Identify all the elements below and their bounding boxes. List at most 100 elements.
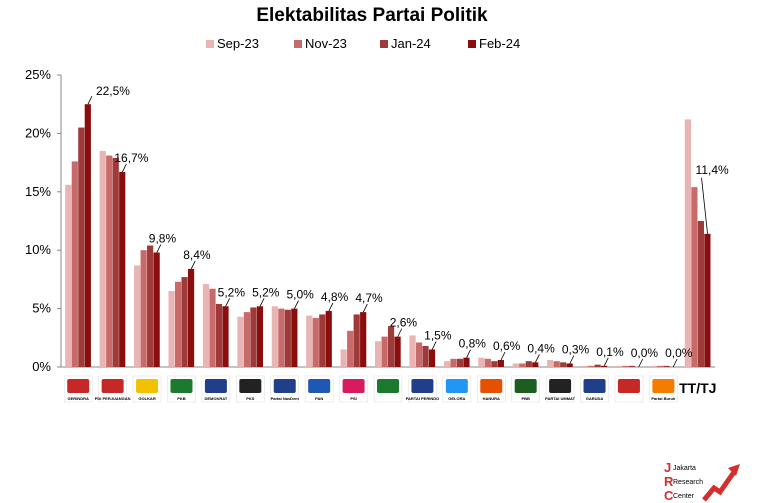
bar	[215, 303, 223, 367]
logo-emblem	[342, 379, 365, 393]
bar	[663, 365, 670, 367]
bar	[547, 359, 554, 367]
party-logo-icon: PBB	[511, 375, 540, 403]
bar	[78, 127, 85, 367]
logo-caption: PSI	[350, 396, 356, 401]
bar	[628, 365, 636, 367]
data-label: 0,6%	[493, 339, 521, 353]
data-label: 4,8%	[321, 290, 349, 304]
data-label: 9,8%	[149, 232, 177, 246]
logo-caption: PARTAI UMMAT	[545, 396, 576, 401]
data-label: 16,7%	[114, 151, 148, 165]
bars	[65, 104, 711, 367]
bar	[422, 345, 429, 367]
bar	[512, 363, 519, 367]
bar	[256, 306, 264, 367]
data-label: 2,6%	[390, 316, 418, 330]
party-logos: GERINDRA PDI PERJUANGAN GOLKAR PKB DEMOKRAT P…	[63, 375, 716, 403]
bar	[478, 357, 485, 367]
bar	[347, 330, 354, 367]
legend-label: Jan-24	[391, 36, 431, 51]
leader-line	[397, 328, 403, 337]
bar	[187, 268, 195, 367]
leader-line	[569, 355, 575, 364]
logo-emblem	[514, 379, 537, 393]
logo-emblem	[583, 379, 606, 393]
bar	[415, 342, 423, 367]
bar	[381, 336, 388, 367]
party-logo-icon: PDI PERJUANGAN	[95, 375, 131, 403]
leader-line	[701, 177, 708, 234]
bar	[684, 119, 691, 367]
data-labels: 22,5% 16,7% 9,8% 8,4% 5,2% 5,2% 5,0% 4,8% 4,7% 2,…	[87, 84, 729, 368]
bar	[174, 281, 182, 367]
bar	[497, 359, 504, 367]
bar	[409, 335, 416, 367]
bar	[704, 233, 711, 367]
logo-emblem	[101, 379, 124, 393]
bar	[443, 361, 451, 367]
y-tick-label: 0%	[32, 359, 51, 374]
data-label: 1,5%	[424, 328, 452, 342]
bar	[656, 365, 664, 367]
bar	[147, 245, 154, 367]
category-label-tt-tj: TT/TJ	[679, 380, 716, 396]
leader-line	[156, 244, 162, 253]
bar	[134, 265, 141, 367]
logo-emblem	[204, 379, 227, 393]
bar	[140, 250, 147, 367]
bar	[71, 161, 78, 367]
bar	[491, 361, 498, 367]
bar	[525, 361, 532, 367]
leader-line	[259, 298, 265, 307]
jrc-word-center: Center	[673, 493, 695, 500]
logo-emblem	[377, 379, 399, 393]
jrc-letter-r: R	[664, 474, 674, 489]
bar	[581, 365, 588, 367]
y-tick-label: 5%	[32, 301, 51, 316]
bar	[697, 221, 704, 367]
data-label: 11,4%	[696, 163, 729, 177]
y-tick-label: 25%	[25, 67, 51, 82]
leader-line	[431, 341, 437, 350]
logo-emblem	[652, 379, 675, 393]
bar	[560, 362, 567, 367]
data-label: 5,2%	[218, 285, 246, 299]
bar	[456, 358, 464, 367]
data-label: 0,8%	[459, 337, 487, 351]
logo-caption: PDI PERJUANGAN	[95, 396, 131, 401]
logo-emblem	[411, 379, 434, 393]
party-logo-icon: PARTAI PERINDO	[406, 375, 440, 403]
bar	[691, 187, 698, 367]
bar	[360, 312, 367, 367]
leader-line	[466, 349, 471, 358]
party-logo-icon	[614, 375, 644, 403]
bar	[202, 284, 210, 367]
party-logo-icon: Partai Buruh	[649, 375, 678, 403]
party-logo-icon: PSI	[339, 375, 368, 403]
party-logo-icon: GOLKAR	[132, 375, 162, 403]
logo-caption: GARUDA	[586, 396, 604, 401]
bar	[325, 310, 332, 367]
legend: Sep-23 Nov-23 Jan-24 Feb-24	[206, 36, 520, 51]
arrow-head-icon	[728, 464, 740, 476]
logo-caption: PARTAI PERINDO	[406, 396, 440, 401]
chart-title: Elektabilitas Partai Politik	[256, 5, 488, 26]
bar	[106, 155, 113, 367]
legend-label: Feb-24	[479, 36, 520, 51]
data-label: 4,7%	[355, 291, 383, 305]
bar	[394, 336, 401, 367]
logo-caption: Partai NasDem	[271, 396, 300, 401]
bar	[566, 363, 573, 367]
bar	[181, 277, 188, 367]
y-tick-label: 15%	[25, 184, 51, 199]
bar	[209, 288, 216, 367]
logo-caption: HANURA	[483, 396, 500, 401]
logo-caption: GERINDRA	[68, 396, 89, 401]
bar	[319, 314, 326, 367]
logo-caption: GELORA	[448, 396, 465, 401]
bar	[65, 184, 72, 367]
party-logo-icon: PAN	[304, 375, 334, 403]
bar	[463, 357, 470, 367]
